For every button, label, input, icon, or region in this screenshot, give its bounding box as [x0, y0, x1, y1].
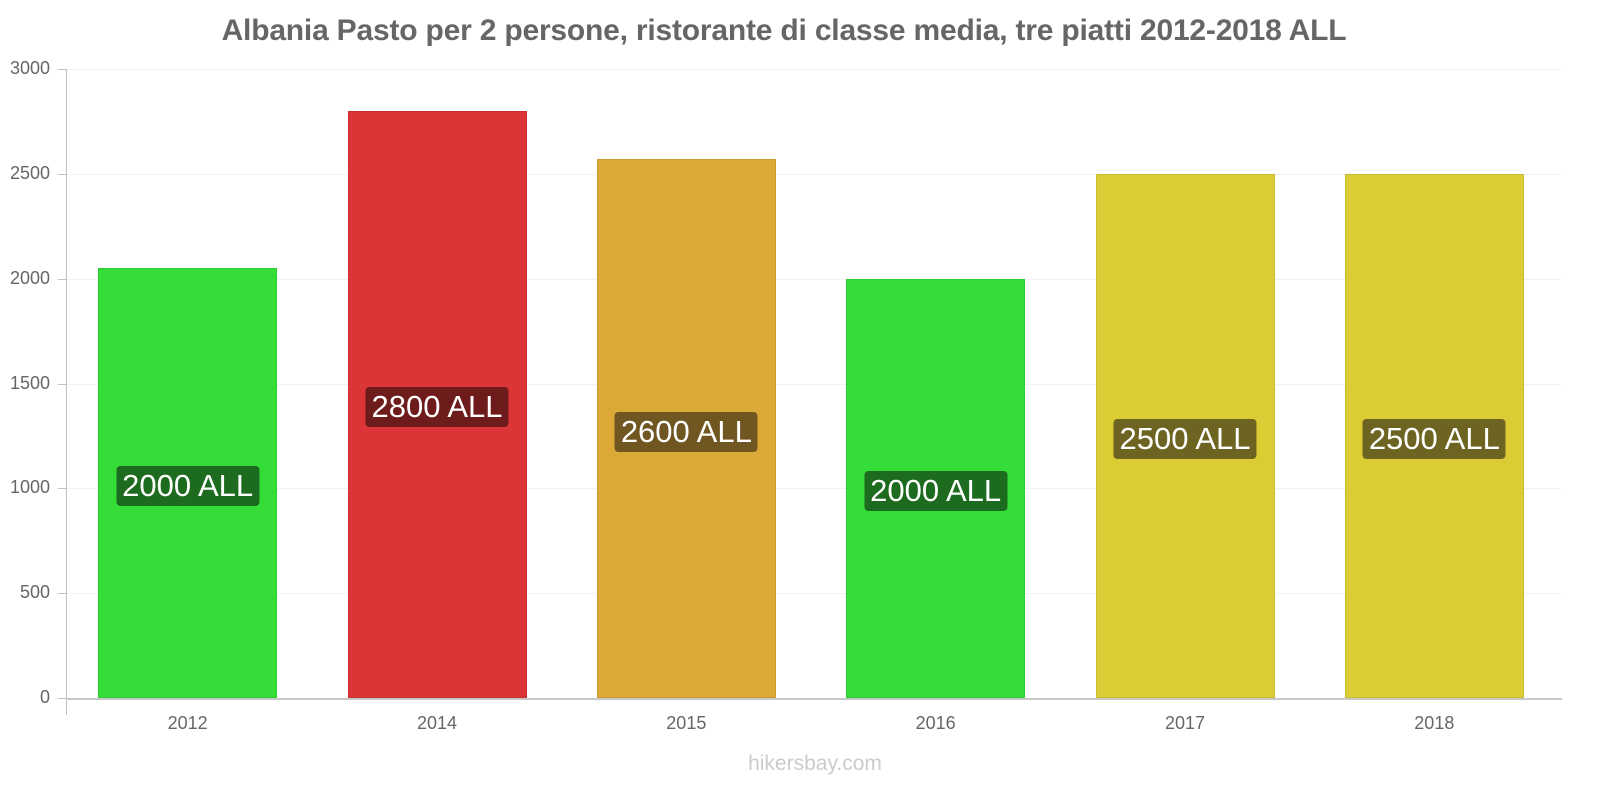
x-tick-label: 2012: [167, 713, 208, 733]
plot-area: [66, 69, 1562, 698]
bar-2012[interactable]: 2000 ALL: [98, 268, 278, 698]
gridline: [66, 69, 1562, 70]
bar-value-label: 2600 ALL: [614, 411, 758, 452]
y-tick-mark: [58, 69, 66, 70]
bar-value-label: 2800 ALL: [365, 387, 509, 428]
bar-2018[interactable]: 2500 ALL: [1344, 173, 1524, 698]
chart-title: Albania Pasto per 2 persone, ristorante …: [221, 14, 1347, 47]
bar-value-label: 2000 ALL: [116, 466, 260, 507]
x-tick-label: 2017: [1164, 713, 1206, 733]
gridline: [66, 383, 1562, 385]
gridline: [66, 173, 1562, 175]
gridline: [66, 593, 1562, 595]
y-axis-line: [66, 69, 67, 715]
x-tick-label: 2016: [915, 713, 956, 733]
watermark: hikersbay.com: [748, 752, 882, 775]
x-tick-label: 2018: [1414, 713, 1455, 733]
bar-2017[interactable]: 2500 ALL: [1095, 173, 1275, 698]
bar-value-label: 2500 ALL: [1113, 418, 1257, 459]
y-tick-mark: [58, 278, 66, 280]
bar-value-label: 2500 ALL: [1362, 418, 1506, 459]
y-tick-label: 2500: [9, 162, 50, 183]
x-tick-label: 2015: [666, 713, 707, 733]
gridline: [66, 488, 1562, 490]
y-tick-label: 1500: [9, 372, 50, 393]
bar-2015[interactable]: 2600 ALL: [596, 159, 776, 698]
bar-2016[interactable]: 2000 ALL: [846, 278, 1026, 698]
y-tick-label: 3000: [9, 58, 50, 78]
y-tick-mark: [58, 698, 66, 699]
y-tick-label: 0: [39, 687, 50, 707]
y-tick-mark: [58, 383, 66, 385]
x-axis-line: [66, 698, 1562, 700]
bar-value-label: 2000 ALL: [864, 471, 1008, 512]
x-tick-label: 2014: [416, 713, 458, 733]
y-tick-mark: [58, 173, 66, 175]
y-tick-label: 2000: [9, 267, 50, 288]
y-tick-label: 500: [19, 582, 50, 603]
bar-2014[interactable]: 2800 ALL: [347, 110, 527, 698]
y-tick-mark: [58, 593, 66, 595]
y-tick-label: 1000: [9, 477, 50, 498]
gridline: [66, 278, 1562, 280]
y-tick-mark: [58, 488, 66, 490]
